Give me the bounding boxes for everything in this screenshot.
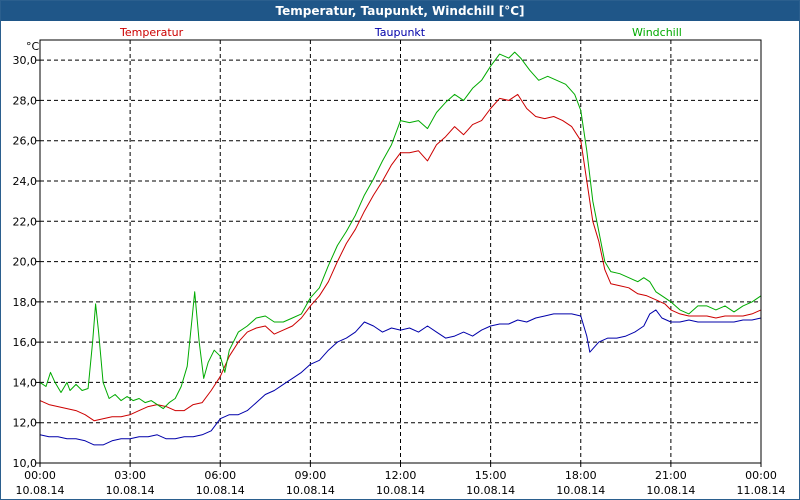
window-title: Temperatur, Taupunkt, Windchill [°C] <box>1 1 799 21</box>
x-axis: 00:00 10.08.14 03:00 10.08.14 06:00 10.08.14 0… <box>16 463 786 497</box>
x-tick-time: 15:00 <box>475 469 507 482</box>
grid <box>40 40 761 463</box>
x-tick-date: 10.08.14 <box>106 484 155 497</box>
x-tick-time: 18:00 <box>565 469 597 482</box>
y-tick-label: 14,0 <box>13 376 38 389</box>
y-unit-label: °C <box>26 40 40 53</box>
x-tick-date: 10.08.14 <box>556 484 605 497</box>
x-tick-date: 10.08.14 <box>646 484 695 497</box>
legend-item-temperatur: Temperatur <box>119 26 184 39</box>
x-tick-date: 10.08.14 <box>16 484 65 497</box>
legend: Temperatur Taupunkt Windchill <box>119 26 682 39</box>
y-tick-label: 10,0 <box>13 457 38 470</box>
x-tick-time: 06:00 <box>204 469 236 482</box>
x-tick-time: 00:00 <box>24 469 56 482</box>
y-tick-label: 16,0 <box>13 336 38 349</box>
y-tick-label: 28,0 <box>13 94 38 107</box>
y-tick-label: 18,0 <box>13 296 38 309</box>
x-tick-time: 09:00 <box>295 469 327 482</box>
y-tick-label: 30,0 <box>13 54 38 67</box>
x-tick-time: 00:00 <box>745 469 777 482</box>
legend-item-windchill: Windchill <box>632 26 682 39</box>
x-tick-date: 10.08.14 <box>196 484 245 497</box>
y-tick-label: 12,0 <box>13 417 38 430</box>
y-tick-label: 24,0 <box>13 175 38 188</box>
x-tick-time: 03:00 <box>114 469 146 482</box>
series-line-temperatur <box>39 93 762 422</box>
y-tick-label: 20,0 <box>13 256 38 269</box>
x-tick-date: 10.08.14 <box>466 484 515 497</box>
x-tick-time: 12:00 <box>385 469 417 482</box>
y-axis: 10,0 12,0 14,0 16,0 18,0 20,0 22,0 24,0 26,0 28,0… <box>13 54 40 470</box>
x-tick-date: 10.08.14 <box>286 484 335 497</box>
y-tick-label: 22,0 <box>13 215 38 228</box>
x-tick-time: 21:00 <box>655 469 687 482</box>
x-tick-date: 11.08.14 <box>737 484 786 497</box>
legend-item-taupunkt: Taupunkt <box>374 26 426 39</box>
series-line-windchill <box>39 51 762 410</box>
series-lines <box>39 51 762 446</box>
x-tick-date: 10.08.14 <box>376 484 425 497</box>
series-line-taupunkt <box>39 309 762 446</box>
y-tick-label: 26,0 <box>13 135 38 148</box>
